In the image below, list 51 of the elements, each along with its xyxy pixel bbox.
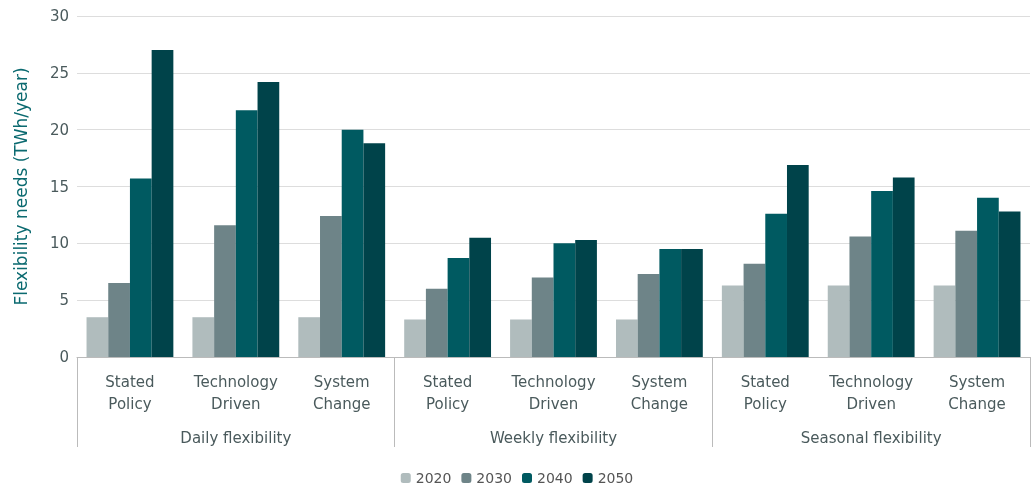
legend-label: 2020	[415, 470, 452, 486]
bar	[977, 197, 999, 357]
bar	[214, 225, 236, 357]
x-tick-label: Stated Policy	[740, 373, 790, 413]
legend-label: 2040	[537, 470, 573, 486]
text: Seasonal flexibility	[800, 428, 942, 447]
y-tick-label: 10	[49, 234, 69, 253]
bar	[955, 230, 978, 357]
bar	[320, 216, 342, 357]
y-tick-label: 30	[49, 7, 69, 25]
bar	[553, 243, 576, 357]
bar	[363, 143, 386, 357]
x-tick-label: Stated Policy	[422, 373, 473, 413]
bar	[425, 288, 448, 357]
x-tick-label: Technology Driven	[828, 373, 914, 413]
y-tick-label: 5	[59, 291, 69, 310]
bar	[681, 249, 703, 357]
y-tick-label: 0	[59, 348, 69, 366]
bar	[743, 263, 766, 357]
bar	[531, 277, 554, 357]
bar	[637, 274, 660, 357]
x-tick-label: System Change	[630, 373, 689, 413]
bar	[659, 249, 682, 357]
bar	[447, 258, 470, 357]
x-tick-label: System Change	[948, 373, 1006, 413]
bar	[257, 81, 280, 357]
x-tick-label: System Change	[313, 373, 371, 413]
bar	[892, 177, 915, 357]
y-axis-title: Flexibility needs (TWh/year)	[10, 67, 31, 306]
x-tick-label: Stated Policy	[105, 373, 155, 413]
y-tick-label: 25	[49, 63, 69, 82]
y-tick-label: 15	[49, 177, 69, 196]
bar	[575, 239, 597, 357]
text: Weekly flexibility	[489, 428, 618, 447]
bar	[151, 50, 174, 357]
bar	[129, 178, 152, 357]
bar	[765, 213, 787, 357]
legend-label: 2030	[476, 470, 513, 486]
bar	[786, 164, 809, 357]
x-tick-label: Technology Driven	[192, 373, 278, 413]
bar	[108, 283, 130, 357]
bar	[998, 211, 1021, 357]
text: Daily flexibility	[180, 428, 292, 447]
y-tick-label: 20	[49, 120, 69, 139]
bar	[849, 236, 872, 357]
legend-label: 2050	[597, 470, 634, 486]
x-tick-label: Technology Driven	[510, 373, 596, 413]
bar	[469, 237, 492, 357]
bar	[871, 191, 893, 357]
bar	[341, 129, 364, 357]
bar	[235, 110, 258, 357]
